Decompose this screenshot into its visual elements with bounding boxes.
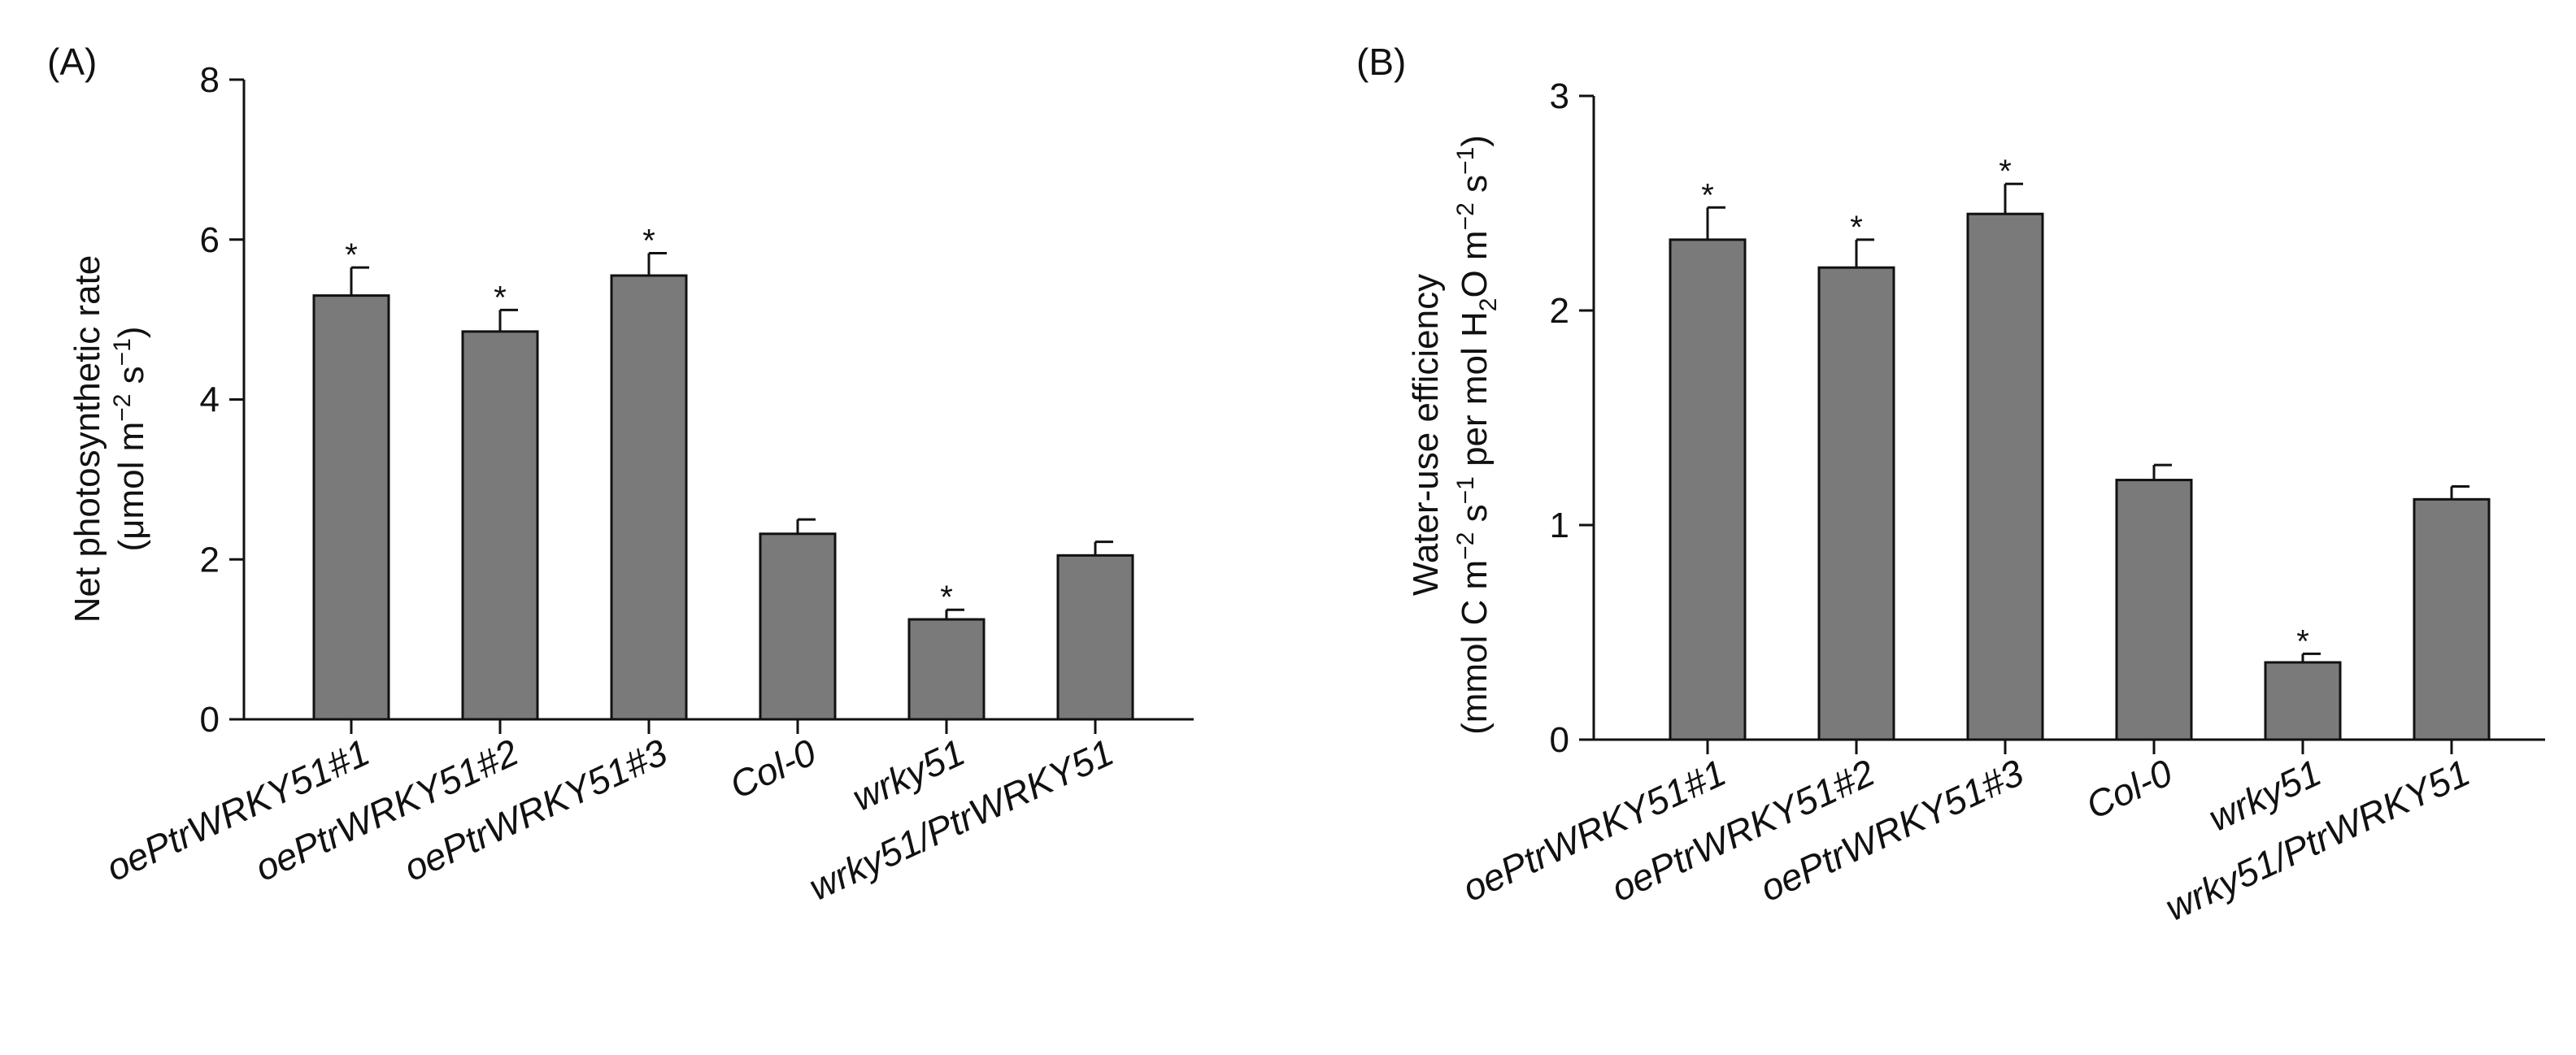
- panel-b-ytick-label-0: 0: [1550, 720, 1569, 760]
- panel-b-sig-star-2: *: [1999, 154, 2012, 189]
- panel-b-x-ticks: [1706, 740, 2453, 754]
- panel-b-bars: [1669, 212, 2491, 741]
- panel-a-category-label-2: oePtrWRKY51#3: [398, 731, 674, 889]
- panel-b-bar-5: [2413, 497, 2491, 741]
- panel-a-bars: [312, 274, 1134, 721]
- panel-a-sig-star-2: *: [642, 223, 655, 258]
- panel-b-ylabel-line1: Water-use efficiency: [1406, 274, 1446, 596]
- panel-b-y-axis-title: Water-use efficiency (mmol C m−2 s−1 per…: [1406, 135, 1502, 735]
- panel-a-category-label-1: oePtrWRKY51#2: [249, 731, 524, 889]
- panel-a-bar-5: [1056, 554, 1134, 721]
- panel-a-y-ticks: 0 2 4 6 8: [200, 60, 244, 740]
- panel-b-significance-markers: * * * *: [1701, 154, 2309, 659]
- panel-b-sig-star-0: *: [1701, 177, 1714, 213]
- panel-a-x-ticks: [350, 719, 1097, 734]
- panel-b-error-bars: [1706, 182, 2469, 662]
- panel-b-bar-1: [1817, 266, 1895, 741]
- panel-a-bar-4: [907, 618, 986, 721]
- panel-a-ytick-label-3: 6: [200, 220, 220, 260]
- panel-a-bar-1: [461, 330, 539, 721]
- panel-a-bar-0: [312, 294, 390, 721]
- panel-b-ytick-label-3: 3: [1550, 76, 1569, 116]
- panel-a-ylabel-line2: (μmol m−2 s−1): [109, 326, 151, 551]
- panel-b-category-label-1: oePtrWRKY51#2: [1605, 751, 1881, 910]
- panel-b-bar-0: [1669, 238, 1747, 741]
- panel-a-label: (A): [47, 41, 97, 83]
- panel-b-category-label-3: Col-0: [2080, 751, 2179, 827]
- panel-a-category-label-3: Col-0: [724, 731, 823, 807]
- panel-b-ylabel-line2: (mmol C m−2 s−1 per mol H2O m−2 s−1): [1452, 135, 1502, 735]
- panel-b-bar-4: [2264, 661, 2342, 741]
- panel-a-sig-star-0: *: [345, 237, 358, 273]
- panel-a-sig-star-1: *: [494, 280, 507, 315]
- panel-a-bar-2: [610, 274, 688, 721]
- panel-a-category-label-0: oePtrWRKY51#1: [100, 731, 376, 889]
- panel-a-y-axis-title: Net photosynthetic rate (μmol m−2 s−1): [67, 255, 151, 623]
- panel-b-sig-star-4: *: [2296, 623, 2309, 659]
- panel-b-y-ticks: 0 1 2 3: [1550, 76, 1594, 760]
- panel-b-label: (B): [1356, 41, 1406, 83]
- panel-a-sig-star-4: *: [940, 580, 953, 615]
- panel-b-category-label-2: oePtrWRKY51#3: [1754, 751, 2030, 910]
- panel-a-error-bars: [350, 251, 1113, 620]
- panel-a-ylabel-line1: Net photosynthetic rate: [67, 255, 107, 623]
- panel-b-bar-2: [1966, 212, 2044, 741]
- panel-a-ytick-label-1: 2: [200, 540, 220, 580]
- panel-a-significance-markers: * * * *: [345, 223, 953, 615]
- panel-a-bar-3: [759, 532, 837, 721]
- panel-a-chart: (A) Net photosynthetic rate (μmol m−2 s−…: [47, 41, 1194, 909]
- panel-b-ytick-label-2: 2: [1550, 291, 1569, 331]
- panel-a-ytick-label-2: 4: [200, 380, 220, 420]
- panel-b-bar-3: [2115, 479, 2193, 741]
- panel-b-category-label-0: oePtrWRKY51#1: [1456, 751, 1732, 910]
- panel-b-chart: (B) Water-use efficiency (mmol C m−2 s−1…: [1356, 41, 2545, 929]
- panel-a-ytick-label-4: 8: [200, 60, 220, 100]
- panel-b-sig-star-1: *: [1850, 210, 1863, 245]
- panel-b-ytick-label-1: 1: [1550, 506, 1569, 545]
- panel-a-ytick-label-0: 0: [200, 700, 220, 740]
